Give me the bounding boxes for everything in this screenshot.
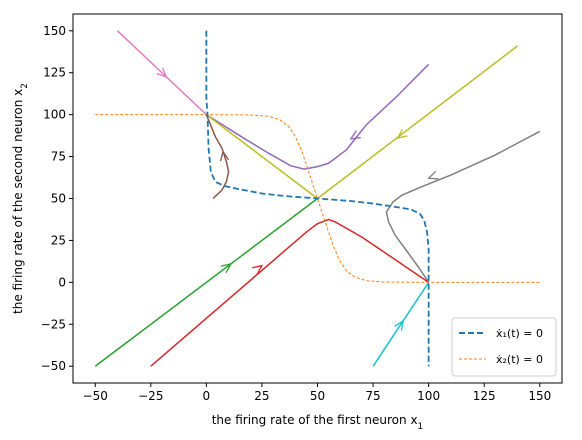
trajectory-arrow-3-1 xyxy=(396,129,408,140)
trajectory-line-4 xyxy=(205,114,230,200)
trajectory-arrow-1-1 xyxy=(156,67,168,78)
x-tick-label: 125 xyxy=(473,389,496,403)
y-tick-label: 0 xyxy=(58,275,66,289)
y-tick-label: 75 xyxy=(51,150,66,164)
trajectory-arrow-2-1 xyxy=(349,130,361,140)
y-tick-label: −50 xyxy=(41,359,66,373)
trajectory-line-2 xyxy=(205,63,430,170)
trajectory-arrow-8-1 xyxy=(394,319,404,331)
y-tick-label: 150 xyxy=(43,24,66,38)
trajectory-line-7 xyxy=(150,218,430,367)
trajectory-line-8 xyxy=(372,281,430,367)
x-tick-label: −25 xyxy=(138,389,163,403)
y-tick-label: −25 xyxy=(41,317,66,331)
trajectory-line-1 xyxy=(116,30,207,116)
x-tick-label: 50 xyxy=(310,389,325,403)
x-tick-label: 100 xyxy=(417,389,440,403)
x-tick-label: 75 xyxy=(365,389,380,403)
trajectory-arrow-7-1 xyxy=(252,264,264,275)
x1-nullcline-line xyxy=(205,30,430,367)
trajectory-arrow-5-1 xyxy=(427,170,439,180)
x-tick-label: 25 xyxy=(254,389,269,403)
legend-label-x2-nullcline: ẋ₂(t) = 0 xyxy=(496,353,543,366)
y-tick-label: 100 xyxy=(43,108,66,122)
x2-nullcline-line xyxy=(95,114,540,283)
trajectory-line-6 xyxy=(94,197,318,367)
y-tick-label: 125 xyxy=(43,66,66,80)
y-axis-label: the firing rate of the second neuron x2 xyxy=(11,83,30,314)
trajectory-arrow-6-1 xyxy=(220,262,233,273)
x-tick-label: 150 xyxy=(528,389,551,403)
trajectory-arrow-4-1 xyxy=(219,149,230,162)
legend-label-x1-nullcline: ẋ₁(t) = 0 xyxy=(496,327,543,340)
y-tick-label: 50 xyxy=(51,192,66,206)
x-tick-label: 0 xyxy=(203,389,211,403)
legend: ẋ₁(t) = 0 ẋ₂(t) = 0 xyxy=(451,317,557,377)
y-tick-label: 25 xyxy=(51,233,66,247)
x-tick-label: −50 xyxy=(83,389,108,403)
x-axis-label: the firing rate of the first neuron x1 xyxy=(212,413,424,432)
